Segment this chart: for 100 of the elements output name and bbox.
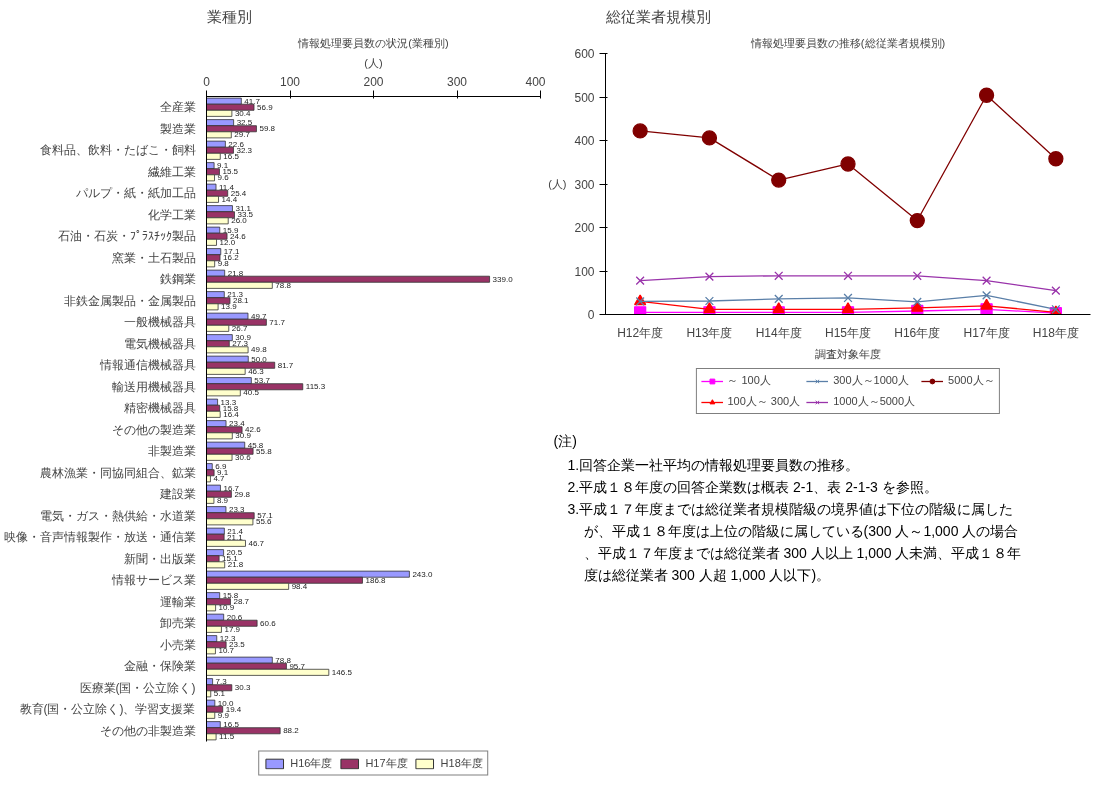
y-tick-label: 600 (574, 47, 595, 61)
legend-label: 100人～ 300人 (727, 394, 801, 409)
data-label: 20.6 (226, 612, 243, 622)
data-label: 30.4 (234, 108, 252, 118)
y-tick-label: その他の製造業 (111, 422, 196, 437)
data-label: 26.0 (231, 216, 248, 226)
x-tick-label: H16年度 (894, 325, 941, 340)
x-tick-label: H17年度 (963, 325, 1010, 340)
point (840, 156, 856, 172)
data-label: 22.6 (228, 139, 245, 149)
point (982, 276, 992, 286)
data-label: 46.3 (248, 366, 265, 376)
y-tick-label: 映像・音声情報製作・放送・通信業 (3, 530, 196, 545)
x-tick-label: 400 (525, 74, 546, 89)
data-label: 9.8 (217, 259, 230, 269)
text: 3.平成１７年度までは総従業者規模階級の境界値は下位の階級に属したが、平成１８年度は上位の階級に属している(300 人～1,000 人の場合、平成１７年度までは総従業者 300 人以上 1,000 人未満、平成１８年度は総従業者 300 人超 1,000 人以下)。 (567, 500, 1022, 583)
point (704, 272, 714, 282)
y-tick-label: 精密機械器具 (123, 401, 196, 416)
chart-subtitle: 総従業者規模別 (604, 7, 711, 25)
data-label: 11.4 (219, 182, 235, 192)
x-tick-label: H18年度 (1032, 325, 1079, 340)
y-tick-label: 建設業 (158, 487, 196, 502)
y-tick-label: 製造業 (159, 121, 196, 136)
data-label: 30.6 (235, 452, 252, 462)
point (912, 297, 922, 307)
y-tick-label: 金融・保険業 (123, 659, 196, 674)
data-label: 27.3 (232, 339, 249, 349)
y-tick-label: 200 (574, 221, 595, 235)
data-label: 186.8 (365, 575, 387, 585)
data-label: 88.2 (283, 726, 300, 736)
y-tick-label: 鉄鋼業 (159, 272, 196, 287)
data-label: 49.8 (251, 345, 268, 355)
x-axis-title: (人) (548, 178, 567, 190)
legend-label: H16年度 (290, 755, 333, 771)
point (632, 123, 648, 139)
data-label: 146.5 (331, 667, 353, 677)
y-tick-label: 400 (574, 134, 595, 148)
data-label: 59.8 (259, 124, 276, 134)
data-label: 115.3 (305, 382, 326, 392)
x-tick-label: H14年度 (755, 325, 802, 340)
chart-title: 情報処理要員数の推移(総従業者規模別) (749, 36, 946, 49)
legend-label: ～ 100人 (727, 373, 771, 388)
x-axis-title: 調査対象年度 (815, 347, 881, 360)
point (704, 296, 714, 306)
data-label: 21.8 (227, 268, 244, 278)
point (912, 271, 922, 281)
y-tick-label: 小売業 (159, 637, 196, 652)
data-label: 23.3 (228, 505, 246, 515)
y-tick-label: 電気・ガス・熱供給・水道業 (39, 508, 196, 523)
y-tick-label: 0 (587, 308, 595, 322)
x-tick-label: 200 (363, 74, 384, 89)
data-label: 30.3 (234, 683, 251, 693)
data-label: 32.5 (236, 118, 253, 128)
data-label: 46.7 (248, 538, 265, 548)
point (771, 172, 787, 188)
legend-label: 300人～1000人 (833, 373, 909, 388)
data-label: 78.8 (275, 280, 292, 290)
x-tick-label: H13年度 (686, 325, 733, 340)
legend-label: 5000人～ (948, 373, 995, 388)
data-label: 16.5 (223, 720, 240, 730)
data-label: 60.6 (260, 618, 277, 628)
data-label: 78.8 (275, 655, 292, 665)
point (978, 87, 995, 103)
data-label: 13.3 (220, 397, 237, 407)
y-tick-label: 100 (574, 264, 595, 279)
y-tick-label: 300 (574, 177, 595, 192)
y-tick-label: 教育(国・公立除く)、学習支援業 (19, 702, 196, 717)
point (1048, 151, 1064, 167)
data-label: 40.5 (243, 388, 260, 398)
point (772, 302, 785, 314)
data-label: 10.7 (218, 646, 235, 656)
y-axis-title: (人) (364, 56, 383, 69)
y-tick-label: 500 (574, 90, 595, 105)
data-label: 17.9 (224, 624, 241, 634)
chart-subtitle: 業種別 (206, 7, 252, 25)
point (1051, 286, 1061, 296)
data-label: 243.0 (412, 569, 433, 579)
data-label: 55.6 (255, 517, 273, 527)
y-tick-label: 新聞・出版業 (123, 551, 196, 566)
data-label: 16.5 (223, 151, 240, 161)
text: 1.回答企業一社平均の情報処理要員数の推移。 (567, 456, 860, 473)
chart-title: 情報処理要員数の状況(業種別) (297, 36, 449, 49)
data-label: 8.9 (216, 495, 229, 505)
point (774, 271, 784, 281)
y-tick-label: 医療業(国・公立除く) (79, 680, 196, 695)
data-label: 98.4 (291, 581, 308, 591)
data-label: 21.8 (227, 560, 244, 570)
data-label: 21.4 (227, 526, 244, 536)
point (843, 293, 853, 303)
y-tick-label: 石油・石炭・ﾌﾟﾗｽﾁｯｸ製品 (57, 229, 196, 244)
data-label: 11.5 (219, 732, 235, 742)
y-tick-label: その他の非製造業 (99, 723, 196, 738)
point (980, 298, 993, 310)
point (635, 276, 645, 286)
legend-label: H17年度 (365, 755, 408, 771)
point (703, 302, 716, 314)
y-tick-label: 化学工業 (147, 207, 196, 222)
point (843, 271, 853, 281)
data-label: 10.9 (218, 603, 235, 613)
data-label: 7.3 (215, 677, 228, 687)
